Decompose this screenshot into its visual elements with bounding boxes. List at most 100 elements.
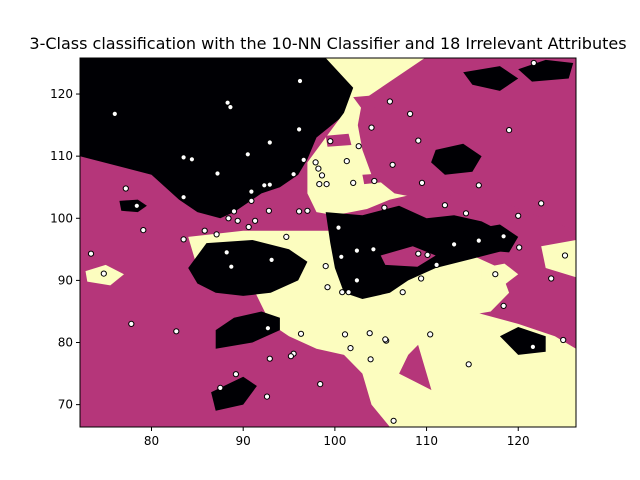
data-point-12 xyxy=(296,126,303,133)
data-point-51 xyxy=(441,202,448,209)
data-point-79 xyxy=(399,289,406,296)
x-tick-label-4: 120 xyxy=(507,434,530,448)
data-point-21 xyxy=(318,172,326,179)
data-point-55 xyxy=(500,233,507,240)
data-point-86 xyxy=(560,336,567,344)
data-point-78 xyxy=(353,277,360,284)
data-point-104 xyxy=(390,417,397,424)
data-point-17 xyxy=(214,170,221,177)
data-point-14 xyxy=(244,151,251,158)
data-point-52 xyxy=(462,210,470,217)
decision-region-8 xyxy=(211,376,257,411)
data-point-32 xyxy=(265,207,272,214)
data-point-42 xyxy=(252,217,259,224)
data-points xyxy=(87,59,569,424)
data-point-74 xyxy=(173,328,180,335)
data-point-56 xyxy=(475,237,482,244)
data-point-48 xyxy=(381,204,388,211)
chart-title: 3-Class classification with the 10-NN Cl… xyxy=(29,34,626,53)
data-point-20 xyxy=(312,159,319,166)
data-point-50 xyxy=(475,182,482,189)
data-point-71 xyxy=(87,250,95,257)
data-point-83 xyxy=(561,252,569,259)
decision-region-16 xyxy=(481,263,519,285)
data-point-63 xyxy=(353,247,360,254)
decision-region-9 xyxy=(431,143,482,175)
data-point-36 xyxy=(133,202,140,209)
data-point-37 xyxy=(180,194,187,201)
data-point-40 xyxy=(225,215,232,222)
data-point-72 xyxy=(100,270,107,277)
data-point-9 xyxy=(368,124,375,131)
x-tick-label-1: 90 xyxy=(236,434,251,448)
y-tick-label-1: 80 xyxy=(58,336,73,350)
data-point-68 xyxy=(228,263,235,270)
data-point-58 xyxy=(516,244,523,251)
data-point-102 xyxy=(263,393,271,400)
data-point-77 xyxy=(345,289,352,296)
data-point-43 xyxy=(213,231,220,238)
data-point-53 xyxy=(515,212,522,219)
data-point-47 xyxy=(335,224,342,231)
x-tick-label-2: 100 xyxy=(323,434,346,448)
data-point-98 xyxy=(287,353,294,360)
data-point-2 xyxy=(227,104,234,111)
decision-region-22 xyxy=(353,94,400,110)
data-point-5 xyxy=(506,127,513,134)
data-point-30 xyxy=(266,181,273,188)
data-point-45 xyxy=(283,233,290,240)
data-point-85 xyxy=(529,343,537,350)
decision-region-10 xyxy=(463,224,519,253)
decision-regions xyxy=(80,58,576,427)
plot-area xyxy=(80,58,576,427)
decision-region-0 xyxy=(80,58,372,219)
data-point-26 xyxy=(350,179,357,186)
data-point-62 xyxy=(370,246,377,253)
data-point-60 xyxy=(424,251,431,258)
data-point-39 xyxy=(230,208,238,215)
data-point-22 xyxy=(315,165,322,172)
data-point-75 xyxy=(324,284,331,291)
x-tick-label-3: 110 xyxy=(415,434,438,448)
y-tick-label-2: 90 xyxy=(58,273,73,287)
data-point-94 xyxy=(367,356,374,363)
data-point-69 xyxy=(180,236,187,243)
data-point-46 xyxy=(245,223,252,231)
data-point-54 xyxy=(538,200,545,207)
data-point-10 xyxy=(327,138,334,145)
data-point-1 xyxy=(224,99,231,106)
data-point-3 xyxy=(296,77,304,85)
data-point-80 xyxy=(418,275,425,282)
data-point-0 xyxy=(111,110,118,118)
data-point-4 xyxy=(530,59,537,67)
data-point-91 xyxy=(366,330,373,337)
data-point-27 xyxy=(316,181,323,188)
data-point-81 xyxy=(492,271,499,278)
data-point-18 xyxy=(290,171,297,178)
data-point-19 xyxy=(300,156,307,163)
data-point-6 xyxy=(386,98,393,105)
data-point-8 xyxy=(415,137,422,144)
y-axis: 70 80 90 100 110 120 xyxy=(50,87,80,412)
decision-region-18 xyxy=(380,246,436,267)
data-point-70 xyxy=(140,227,147,234)
decision-region-7 xyxy=(215,311,280,349)
data-point-57 xyxy=(451,241,458,248)
data-point-23 xyxy=(343,158,350,165)
decision-region-4 xyxy=(417,299,576,427)
y-tick-label-3: 100 xyxy=(50,211,73,225)
data-point-61 xyxy=(433,261,440,268)
data-point-59 xyxy=(415,250,422,257)
decision-region-12 xyxy=(463,66,519,91)
data-point-76 xyxy=(339,289,346,296)
y-tick-label-4: 110 xyxy=(50,149,73,163)
data-point-35 xyxy=(122,185,129,192)
plot-frame xyxy=(79,57,577,428)
data-point-95 xyxy=(297,330,305,337)
data-point-67 xyxy=(223,249,230,256)
decision-region-6 xyxy=(188,240,308,296)
data-point-29 xyxy=(261,182,268,189)
decision-region-17 xyxy=(541,240,576,278)
data-point-13 xyxy=(266,139,273,146)
